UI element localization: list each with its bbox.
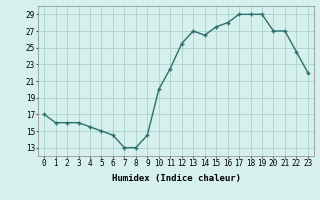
X-axis label: Humidex (Indice chaleur): Humidex (Indice chaleur): [111, 174, 241, 183]
